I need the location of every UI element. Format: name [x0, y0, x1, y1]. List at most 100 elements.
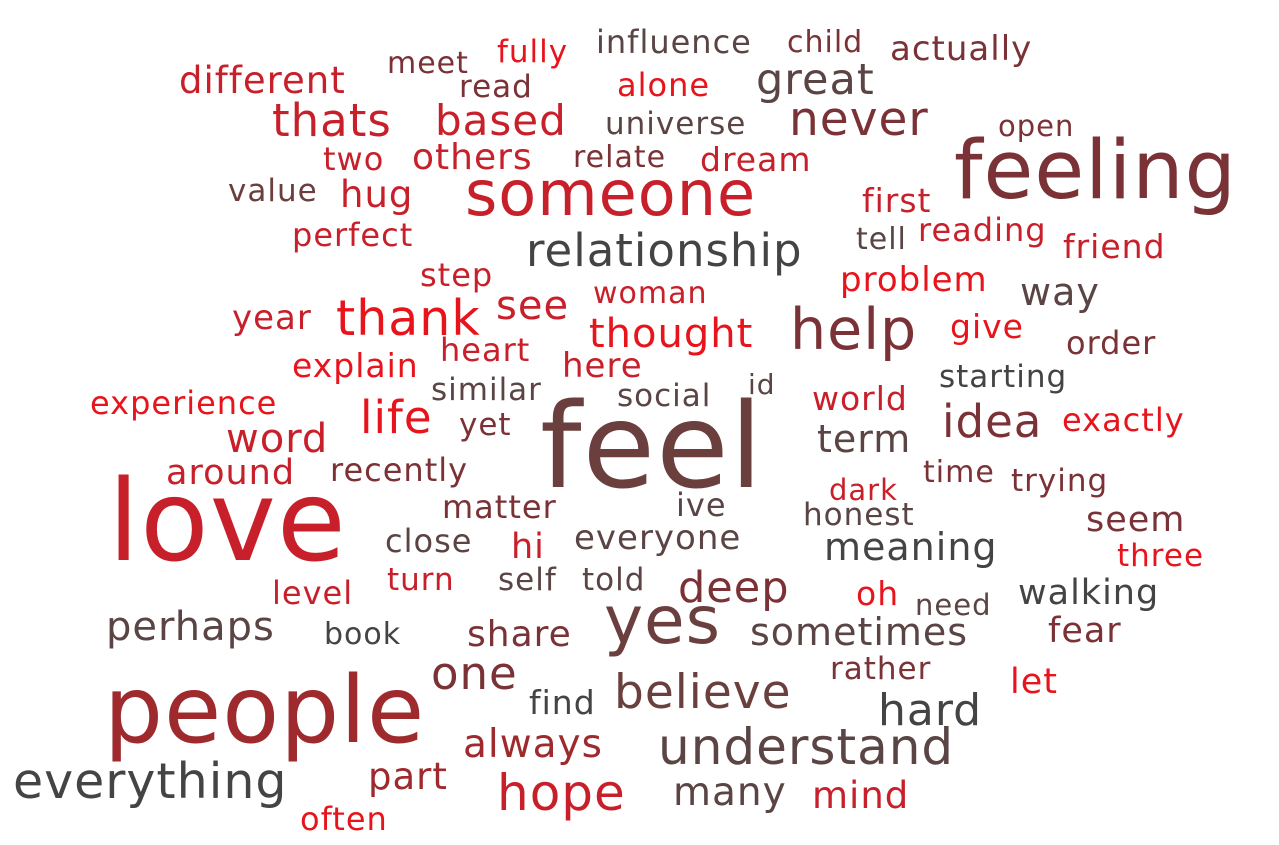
word-similar: similar [431, 372, 542, 408]
word-reading: reading [918, 211, 1047, 249]
word-feel: feel [540, 377, 764, 515]
word-here: here [562, 346, 643, 386]
word-two: two [323, 140, 385, 178]
word-around: around [166, 453, 296, 493]
word-idea: idea [942, 395, 1043, 448]
word-order: order [1066, 324, 1157, 362]
word-relationship: relationship [526, 224, 803, 277]
word-others: others [412, 137, 533, 178]
word-heart: heart [440, 331, 531, 369]
word-everything: everything [13, 753, 288, 810]
word-fear: fear [1048, 611, 1122, 651]
word-way: way [1020, 270, 1100, 314]
word-love: love [108, 457, 347, 587]
word-understand: understand [658, 718, 955, 776]
word-book: book [324, 617, 402, 652]
word-fully: fully [497, 34, 569, 70]
word-year: year [232, 298, 312, 338]
word-thought: thought [589, 311, 754, 357]
word-three: three [1117, 538, 1205, 574]
word-hug: hug [340, 173, 414, 216]
word-close: close [385, 522, 473, 560]
word-give: give [950, 307, 1024, 346]
word-share: share [467, 614, 572, 655]
word-influence: influence [596, 23, 752, 61]
word-id: id [748, 368, 776, 401]
word-friend: friend [1063, 227, 1166, 266]
word-hi: hi [511, 527, 545, 567]
word-meet: meet [387, 46, 469, 81]
word-seem: seem [1086, 500, 1186, 540]
word-turn: turn [387, 562, 455, 598]
word-help: help [790, 297, 918, 363]
word-meaning: meaning [824, 525, 998, 569]
word-one: one [431, 647, 518, 700]
word-word: word [226, 416, 329, 462]
word-first: first [862, 181, 932, 220]
word-everyone: everyone [574, 518, 742, 558]
word-based: based [435, 96, 567, 145]
word-alone: alone [617, 66, 711, 104]
word-great: great [756, 55, 875, 105]
word-recently: recently [330, 451, 469, 489]
word-always: always [463, 722, 603, 767]
word-read: read [459, 69, 533, 105]
word-see: see [496, 283, 570, 329]
word-starting: starting [939, 359, 1068, 395]
word-hope: hope [497, 764, 626, 822]
word-world: world [812, 379, 908, 418]
word-let: let [1010, 662, 1058, 702]
word-explain: explain [292, 346, 419, 385]
word-experience: experience [90, 384, 278, 422]
word-dark: dark [829, 473, 898, 507]
word-perfect: perfect [292, 216, 414, 254]
word-yet: yet [459, 407, 512, 443]
word-part: part [368, 755, 448, 798]
word-dream: dream [700, 140, 812, 179]
word-actually: actually [890, 29, 1033, 69]
word-mind: mind [812, 774, 910, 817]
word-sometimes: sometimes [750, 610, 969, 654]
word-tell: tell [856, 222, 907, 257]
word-need: need [915, 588, 992, 622]
word-told: told [582, 562, 646, 598]
word-relate: relate [573, 140, 667, 175]
word-woman: woman [593, 276, 708, 311]
word-never: never [789, 92, 929, 147]
word-thats: thats [272, 94, 392, 147]
word-term: term [817, 417, 912, 461]
word-value: value [228, 173, 318, 209]
word-step: step [420, 256, 494, 294]
word-social: social [617, 378, 712, 414]
word-problem: problem [840, 260, 988, 300]
word-oh: oh [856, 574, 900, 613]
word-hard: hard [878, 685, 983, 736]
word-exactly: exactly [1062, 401, 1185, 439]
word-time: time [923, 455, 995, 490]
word-rather: rather [830, 651, 932, 687]
word-perhaps: perhaps [106, 604, 275, 650]
word-different: different [179, 59, 346, 102]
word-universe: universe [605, 106, 747, 142]
word-honest: honest [803, 497, 915, 533]
word-someone: someone [465, 157, 757, 230]
word-level: level [272, 574, 354, 612]
word-life: life [360, 391, 433, 444]
word-thank: thank [336, 290, 481, 347]
word-open: open [998, 109, 1075, 143]
word-walking: walking [1018, 573, 1160, 613]
word-deep: deep [678, 563, 790, 613]
word-matter: matter [442, 488, 557, 526]
word-ive: ive [676, 486, 727, 524]
word-feeling: feeling [954, 124, 1237, 218]
word-people: people [104, 656, 426, 764]
word-trying: trying [1011, 463, 1109, 499]
word-yes: yes [604, 582, 722, 659]
word-child: child [787, 25, 864, 60]
word-self: self [498, 562, 557, 598]
word-often: often [300, 800, 388, 838]
word-believe: believe [614, 665, 792, 720]
word-many: many [673, 770, 787, 815]
word-find: find [529, 683, 596, 722]
